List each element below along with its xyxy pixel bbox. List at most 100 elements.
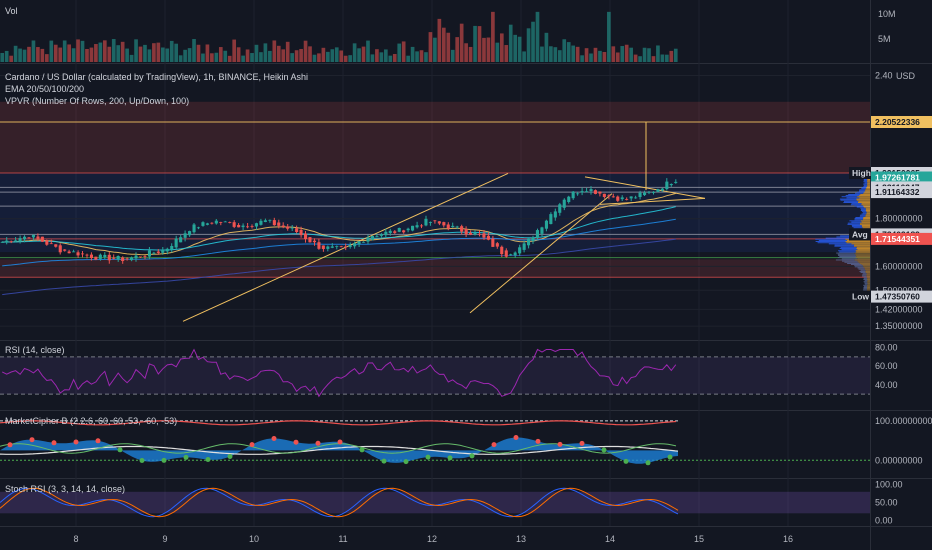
volume-bar xyxy=(482,37,486,62)
price-tag-6: 1.71544351 xyxy=(871,232,932,245)
vpvr-row-up xyxy=(840,246,857,248)
rsi-pane[interactable]: RSI (14, close) 80.00 60.00 40.00 xyxy=(0,343,898,398)
candle-body xyxy=(192,224,196,233)
volume-bar xyxy=(553,47,558,62)
price-tick-4: 1.42000000 xyxy=(875,304,923,314)
rsi-band xyxy=(0,356,870,394)
volume-bar xyxy=(134,39,138,62)
candle-body xyxy=(14,240,18,242)
price-grid xyxy=(0,75,870,327)
volume-bar xyxy=(187,48,192,62)
time-axis[interactable]: 8 9 10 11 12 13 14 15 16 xyxy=(73,534,793,544)
price-pane[interactable]: Cardano / US Dollar (calculated by Tradi… xyxy=(0,71,932,332)
volume-bar xyxy=(290,53,294,62)
volume-bar xyxy=(642,47,647,62)
vpvr-row-down xyxy=(861,264,870,265)
price-tag-name-bg xyxy=(849,290,871,303)
volume-bar xyxy=(227,55,232,62)
volume-bar xyxy=(531,21,535,62)
candle-body xyxy=(495,243,499,247)
volume-bars xyxy=(0,11,678,63)
price-currency: USD xyxy=(896,71,916,81)
vertical-grid xyxy=(75,0,789,526)
volume-bar xyxy=(285,41,290,62)
vpvr-row-up xyxy=(836,252,855,254)
candle-body xyxy=(45,240,49,245)
rsi-title: RSI (14, close) xyxy=(5,345,65,355)
price-tag-bg xyxy=(871,232,932,245)
vpvr-row-up xyxy=(846,197,860,199)
volume-bar xyxy=(468,46,473,62)
stoch-rsi-pane[interactable]: Stoch RSI (3, 3, 14, 14, close) 100.00 50… xyxy=(0,480,903,526)
candle-body xyxy=(299,229,303,236)
vpvr-row-down xyxy=(866,188,870,190)
mcb-dot xyxy=(491,442,497,448)
stoch-title: Stoch RSI (3, 3, 14, 14, close) xyxy=(5,484,125,494)
vpvr-row-down xyxy=(854,252,870,254)
vpvr-row-down xyxy=(866,211,870,213)
vpvr-row-up xyxy=(862,212,867,214)
volume-bar xyxy=(633,54,638,62)
candle-body xyxy=(201,222,205,226)
candle-body xyxy=(259,220,263,225)
vpvr-row-up xyxy=(861,188,867,190)
candle-body xyxy=(611,196,615,198)
mcb-axis: 100.00000000 0.00000000 xyxy=(875,416,932,465)
mcb-tick-0: 100.00000000 xyxy=(875,416,932,426)
volume-bar xyxy=(334,47,339,62)
price-tag-bg xyxy=(871,171,932,184)
candle-body xyxy=(58,245,62,253)
candle-body xyxy=(98,254,102,259)
price-axis[interactable]: 2.40 1.80000000 1.60000000 1.50000000 1.4200… xyxy=(875,71,923,332)
candle-body xyxy=(295,228,299,232)
vpvr-row-down xyxy=(866,289,870,291)
vpvr-row-down xyxy=(857,196,870,198)
candle-body xyxy=(362,241,366,243)
mcb-dot xyxy=(293,439,299,445)
vpvr-row-down xyxy=(856,199,870,201)
candle-body xyxy=(477,233,481,235)
candle-body xyxy=(138,256,142,258)
vpvr-row-down xyxy=(863,192,870,194)
vpvr-row-up xyxy=(859,271,866,272)
stoch-band xyxy=(0,491,870,514)
vpvr-row-up xyxy=(863,289,867,291)
mcb-waves xyxy=(0,420,679,464)
vpvr-row-up xyxy=(847,222,860,224)
vpvr-row-down xyxy=(867,283,870,285)
volume-bar xyxy=(102,40,107,62)
vpvr-row-up xyxy=(815,241,846,242)
price-tag-name-bg xyxy=(849,228,871,241)
candle-body xyxy=(535,230,539,239)
candle-body xyxy=(665,181,669,189)
candle-body xyxy=(375,236,379,237)
candle-body xyxy=(420,225,424,227)
candle-body xyxy=(152,252,156,254)
candle-body xyxy=(23,236,27,240)
vpvr-row-up xyxy=(863,284,867,286)
marketcipher-pane[interactable]: MarketCipher B (2.2.6, 60, 60, 53, -60, … xyxy=(0,416,932,466)
volume-bar xyxy=(40,48,45,62)
volume-bar xyxy=(602,52,607,62)
vpvr-row-down xyxy=(867,288,870,290)
vpvr-row-up xyxy=(863,183,867,185)
price-chart-title: Cardano / US Dollar (calculated by Tradi… xyxy=(5,72,308,82)
stoch-tick-1: 50.00 xyxy=(875,498,898,508)
price-tick-3: 1.50000000 xyxy=(875,285,923,295)
price-tag-value: 1.71544351 xyxy=(875,234,920,244)
mcb-dot xyxy=(579,440,585,446)
mcb-dot xyxy=(425,454,431,460)
volume-bar xyxy=(178,55,183,62)
candle-body xyxy=(446,224,450,229)
candle-body xyxy=(460,226,464,232)
volume-bar xyxy=(526,28,531,63)
vpvr-row-up xyxy=(839,256,857,257)
candle-body xyxy=(76,252,80,256)
volume-bar xyxy=(522,51,526,62)
vpvr-row-down xyxy=(867,280,870,282)
volume-bar xyxy=(656,45,660,62)
time-label-9: 9 xyxy=(162,534,167,544)
stoch-d-line xyxy=(0,487,679,518)
